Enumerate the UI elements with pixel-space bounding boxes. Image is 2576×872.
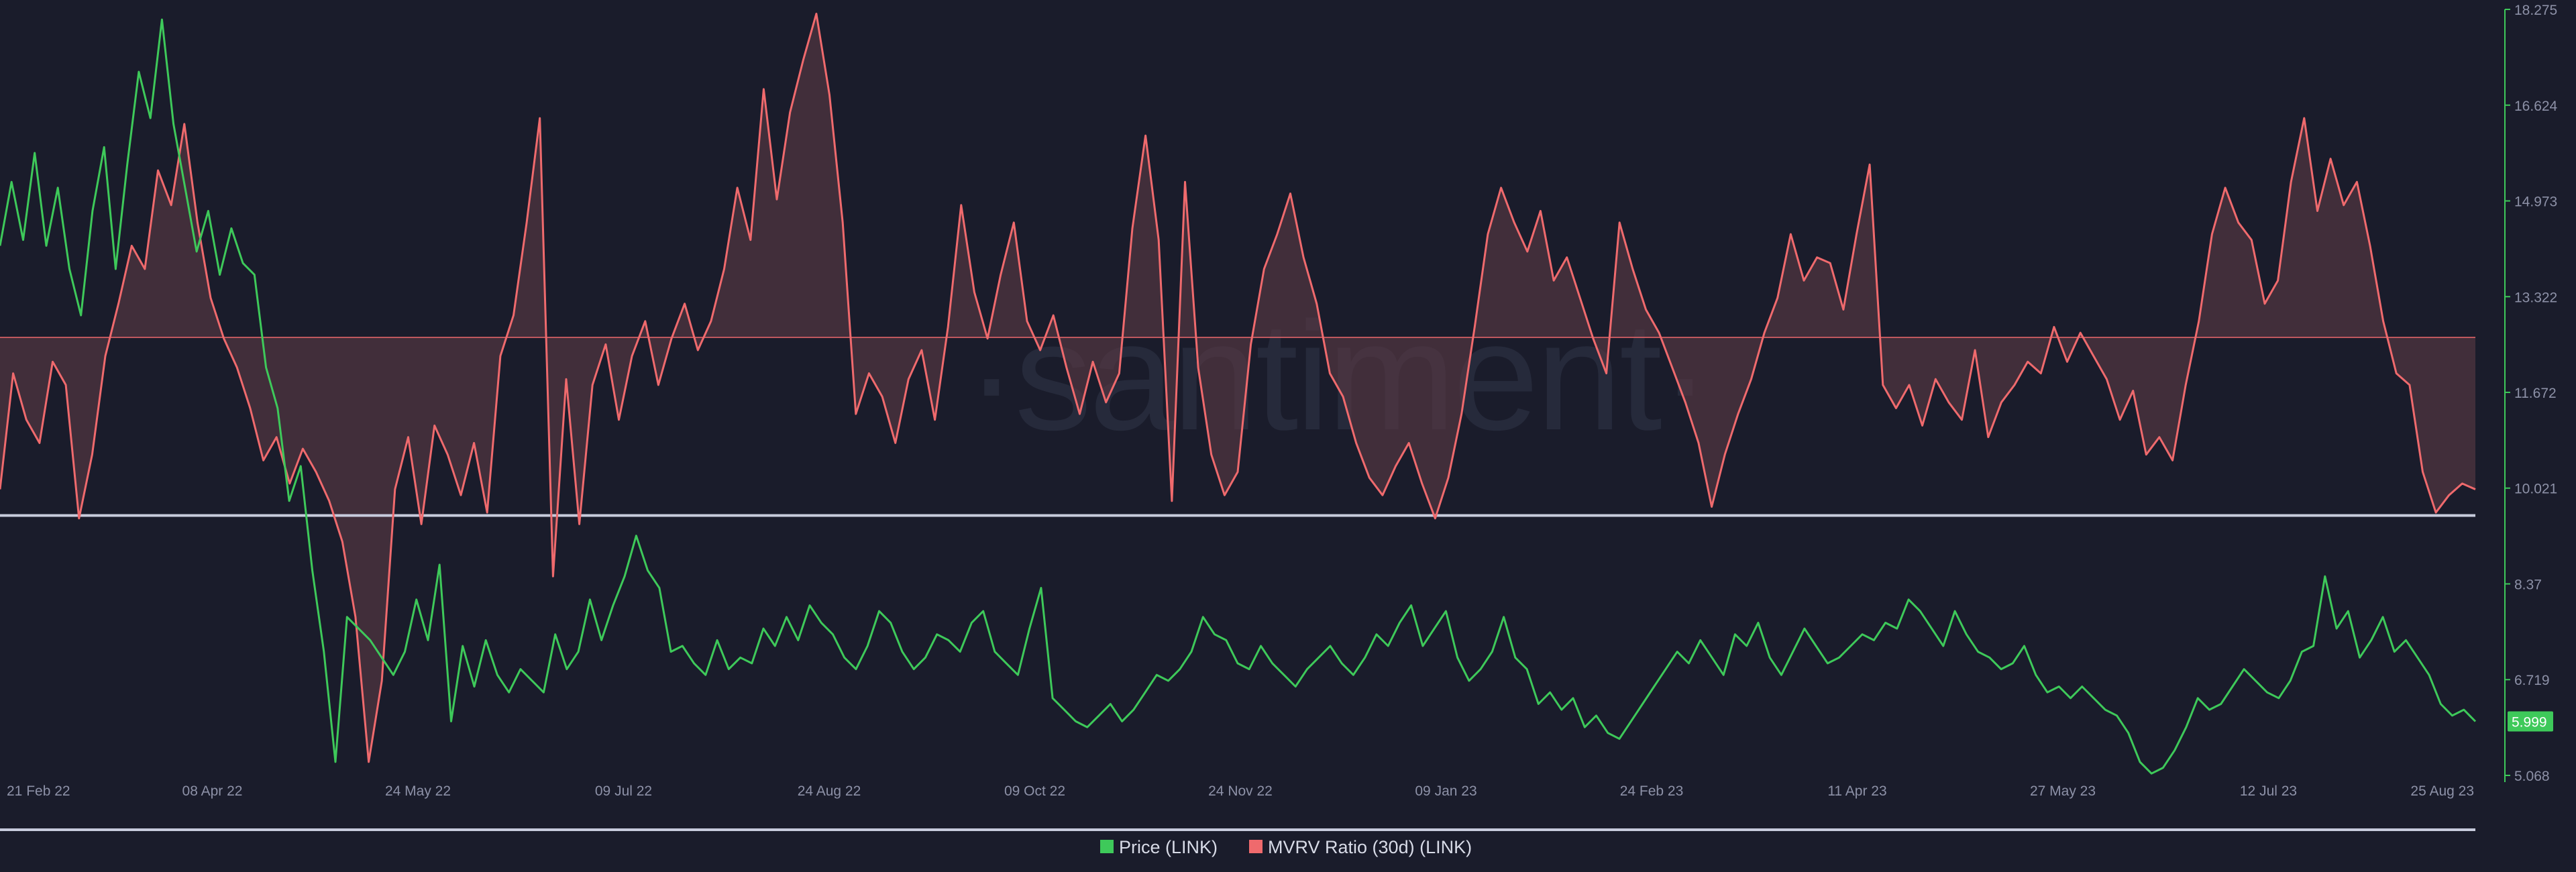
y-tick-label: 14.973 xyxy=(2514,195,2557,210)
y-tick-label: 5.068 xyxy=(2514,769,2550,784)
x-tick-label: 12 Jul 23 xyxy=(2240,783,2297,799)
mvrv-line xyxy=(0,13,2476,763)
x-tick-label: 24 Feb 23 xyxy=(1620,783,1684,799)
legend-swatch-mvrv xyxy=(1249,840,1263,853)
y-tick-label: 13.322 xyxy=(2514,290,2557,305)
x-tick-label: 24 Aug 22 xyxy=(798,783,861,799)
y-tick-label: 8.37 xyxy=(2514,577,2542,592)
x-tick-label: 25 Aug 23 xyxy=(2410,783,2474,799)
price-line xyxy=(0,18,2477,775)
last-price-tag: 5.999 xyxy=(2508,711,2553,732)
x-tick-label: 24 Nov 22 xyxy=(1208,783,1273,799)
x-tick-label: 08 Apr 22 xyxy=(182,783,243,799)
x-tick-label: 21 Feb 22 xyxy=(7,783,70,799)
mvrv-fill-area xyxy=(0,13,2475,762)
y-tick-label: 16.624 xyxy=(2514,99,2558,114)
last-price-tag-label: 5.999 xyxy=(2512,714,2547,730)
y-tick-label: 18.275 xyxy=(2514,3,2557,18)
y-axis-ticks: 18.275 16.624 14.973 13.322 11.672 10.021 8.37… xyxy=(2505,3,2558,784)
series-lines xyxy=(0,13,2477,775)
x-tick-label: 09 Jan 23 xyxy=(1415,783,1477,799)
y-tick-label: 11.672 xyxy=(2514,386,2557,401)
x-tick-label: 27 May 23 xyxy=(2030,783,2096,799)
x-tick-label: 09 Jul 22 xyxy=(595,783,652,799)
x-axis-ticks: 21 Feb 22 08 Apr 22 24 May 22 09 Jul 22 24 A… xyxy=(7,783,2474,799)
legend-label-price: Price (LINK) xyxy=(1119,837,1218,857)
x-tick-label: 09 Oct 22 xyxy=(1004,783,1065,799)
last-price-tag-box xyxy=(2508,711,2553,732)
legend-label-mvrv: MVRV Ratio (30d) (LINK) xyxy=(1268,837,1472,857)
mvrv-deviation-fill xyxy=(0,13,2475,762)
x-tick-label: 24 May 22 xyxy=(385,783,451,799)
legend-swatch-price xyxy=(1100,840,1114,853)
y-tick-label: 10.021 xyxy=(2514,482,2557,497)
y-tick-label: 6.719 xyxy=(2514,673,2550,688)
x-tick-label: 11 Apr 23 xyxy=(1827,783,1886,799)
legend: Price (LINK) MVRV Ratio (30d) (LINK) xyxy=(1100,837,1472,857)
